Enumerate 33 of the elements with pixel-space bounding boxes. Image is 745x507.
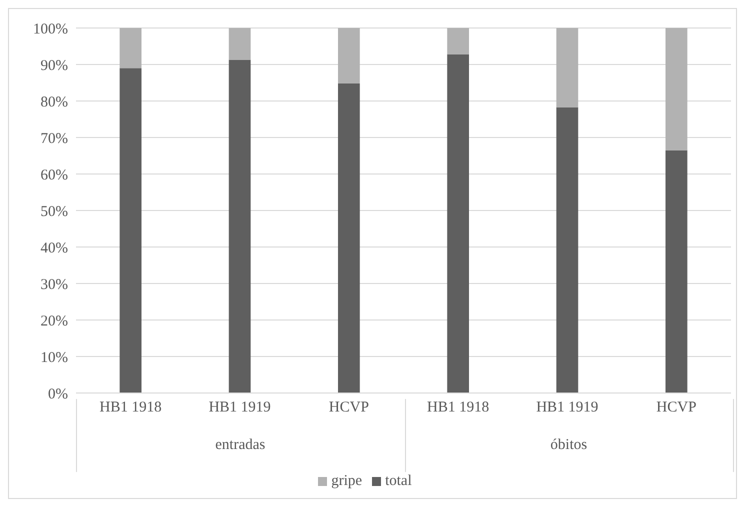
x-tick-label: HB1 1919: [208, 400, 271, 416]
bar: [666, 150, 688, 393]
y-tick-label: 100%: [33, 21, 68, 38]
y-tick-label: 20%: [40, 313, 68, 330]
bar: [556, 28, 578, 108]
bar: [447, 28, 469, 54]
text: entradas: [214, 437, 266, 454]
bar: [447, 54, 469, 393]
bar: [666, 28, 688, 150]
y-tick-label: 0%: [48, 386, 68, 402]
y-tick-label: 60%: [40, 167, 68, 184]
x-tick-label: HB1 1918: [100, 400, 162, 416]
y-tick-label: 40%: [40, 240, 68, 256]
text: óbitos: [549, 437, 588, 454]
bar: [228, 28, 251, 60]
legend-label: gripe: [331, 473, 362, 489]
x-tick-label: HCVP: [328, 400, 369, 416]
bar: [120, 28, 142, 68]
bar: [228, 60, 251, 393]
legend-label: total: [385, 473, 412, 489]
x-tick-label: HCVP: [656, 400, 696, 416]
bar: [120, 68, 142, 393]
y-tick-label: 70%: [40, 130, 68, 147]
bar: [556, 107, 578, 393]
y-tick-label: 80%: [40, 94, 68, 110]
y-tick-label: 50%: [40, 204, 68, 220]
y-tick-label: 10%: [40, 350, 68, 366]
bar: [338, 28, 360, 84]
x-tick-label: HB1 1919: [536, 400, 598, 416]
y-tick-label: 90%: [40, 58, 68, 74]
bar: [338, 83, 360, 393]
x-tick-label: HB1 1918: [427, 400, 490, 416]
y-tick-label: 30%: [40, 276, 68, 293]
